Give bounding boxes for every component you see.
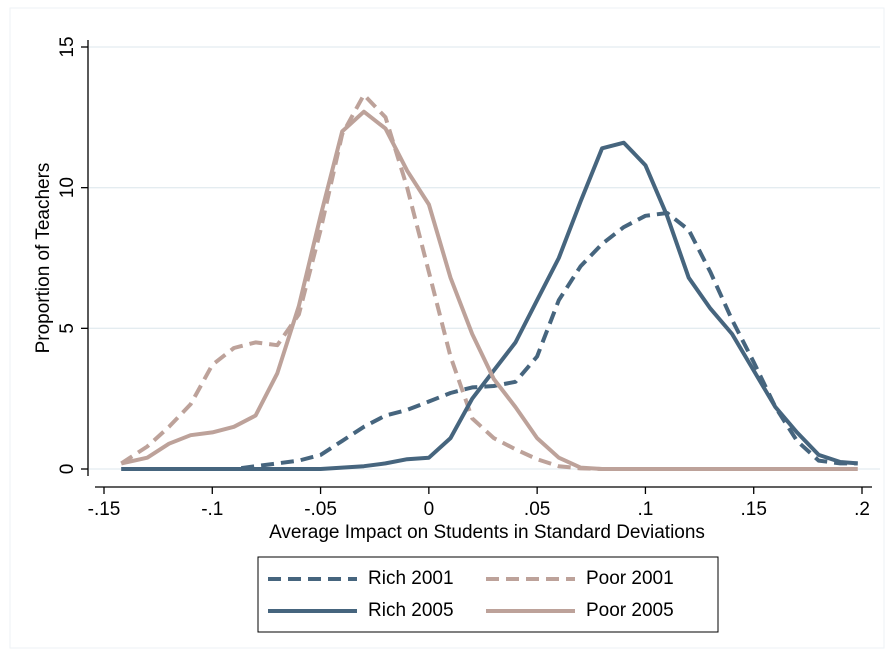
series-line <box>121 140 858 471</box>
legend-label: Rich 2005 <box>368 600 454 621</box>
y-tick-label: 5 <box>57 323 78 334</box>
x-tick-label: 0 <box>424 499 435 520</box>
legend-label: Poor 2005 <box>586 600 674 621</box>
legend-label: Rich 2001 <box>368 568 454 589</box>
x-tick-label: .2 <box>854 499 870 520</box>
y-tick-label: 0 <box>57 464 78 475</box>
y-axis-title: Proportion of Teachers <box>33 163 54 354</box>
y-tick-label: 10 <box>57 177 78 198</box>
legend-box <box>257 556 719 633</box>
x-tick-label: -.15 <box>88 499 121 520</box>
y-tick-label: 15 <box>57 36 78 57</box>
x-tick-label: .15 <box>741 499 767 520</box>
x-tick-label: .05 <box>524 499 550 520</box>
x-tick-label: -.1 <box>201 499 223 520</box>
x-axis-title: Average Impact on Students in Standard D… <box>269 522 705 543</box>
x-tick-label: .1 <box>637 499 653 520</box>
series-line <box>120 109 858 471</box>
x-tick-label: -.05 <box>304 499 337 520</box>
legend-label: Poor 2001 <box>586 568 674 589</box>
